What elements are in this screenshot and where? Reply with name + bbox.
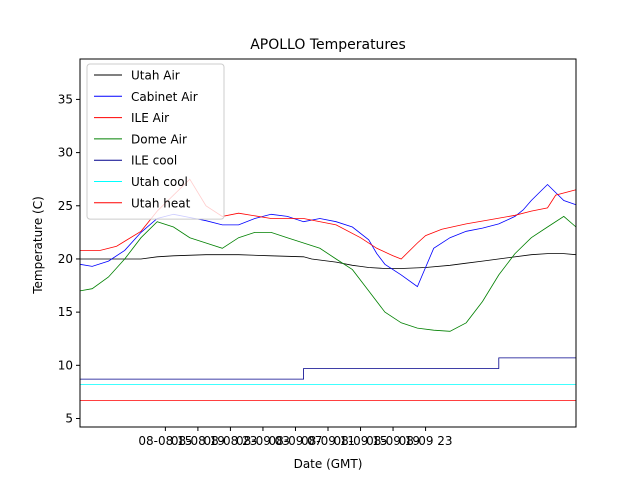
y-tick-label: 5 xyxy=(65,411,73,425)
legend-label-cabinet-air: Cabinet Air xyxy=(131,90,198,104)
y-tick-label: 25 xyxy=(58,199,73,213)
x-tick-label: 08-09 23 xyxy=(399,434,453,448)
chart-title: APOLLO Temperatures xyxy=(250,37,406,53)
x-tick-label: 08-08 15 xyxy=(138,434,192,448)
legend: Utah Air Cabinet Air ILE Air Dome Air ILE co… xyxy=(86,63,225,220)
x-tick-label: 08-09 19 xyxy=(366,434,420,448)
y-tick-label: 10 xyxy=(58,358,73,372)
x-tick-label: 08-09 11 xyxy=(301,434,355,448)
legend-label-utah-air: Utah Air xyxy=(131,69,180,83)
legend-label-ile-air: ILE Air xyxy=(131,111,169,125)
legend-box xyxy=(86,63,225,220)
legend-label-dome-air: Dome Air xyxy=(131,132,187,146)
y-tick-label: 30 xyxy=(58,146,73,160)
series-line-utah-air xyxy=(80,253,577,269)
series-line-ile-cool xyxy=(80,357,576,380)
y-tick-label: 15 xyxy=(58,305,73,319)
y-tick-label: 20 xyxy=(58,252,73,266)
x-tick-label: 08-09 07 xyxy=(268,434,322,448)
legend-label-utah-cool: Utah cool xyxy=(131,175,188,189)
x-tick-label: 08-09 03 xyxy=(236,434,290,448)
legend-label-utah-heat: Utah heat xyxy=(131,196,191,210)
y-tick-label: 35 xyxy=(58,92,73,106)
x-tick-label: 08-09 15 xyxy=(334,434,388,448)
y-axis-label: Temperature (C) xyxy=(31,196,45,295)
x-axis-label: Date (GMT) xyxy=(294,457,363,471)
x-tick-label: 08-08 23 xyxy=(203,434,257,448)
x-tick-label: 08-08 19 xyxy=(171,434,225,448)
legend-label-ile-cool: ILE cool xyxy=(131,154,177,168)
series-line-dome-air xyxy=(79,215,577,332)
